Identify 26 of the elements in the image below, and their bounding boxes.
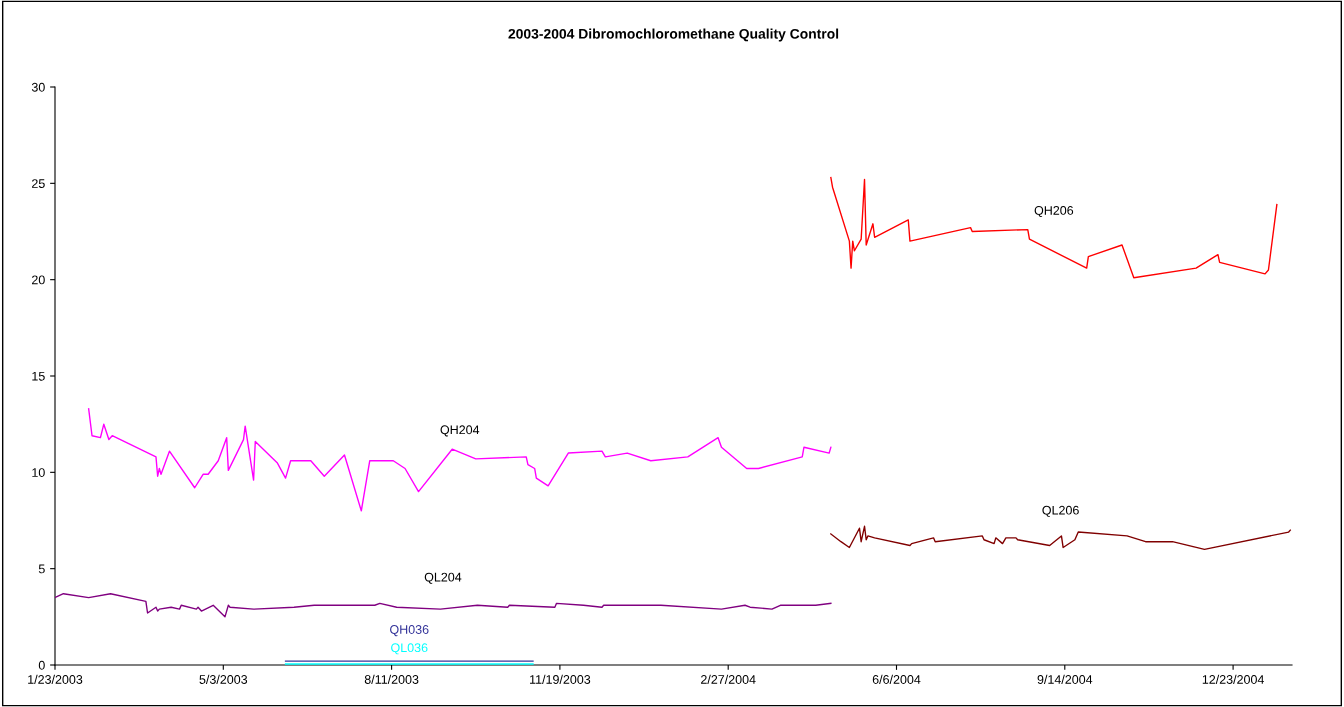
y-tick-label: 5	[38, 564, 45, 574]
y-tick-label: 10	[32, 468, 45, 477]
x-tick-label: 5/3/2003	[199, 674, 248, 684]
series-label: QL036	[391, 643, 428, 655]
line-series	[55, 593, 832, 618]
x-tick-label: 9/14/2004	[1037, 674, 1093, 684]
line-series	[830, 525, 1292, 551]
series-label: QH204	[440, 425, 480, 437]
line-series	[830, 176, 1278, 279]
series-label: QH036	[390, 625, 429, 637]
x-tick-label: 11/19/2003	[530, 674, 591, 684]
x-tick-label: 12/23/2004	[1202, 674, 1265, 684]
series-label: QL204	[424, 572, 462, 584]
y-tick-label: 20	[32, 275, 45, 285]
line-series	[87, 408, 832, 512]
x-tick-label: 2/27/2004	[701, 674, 756, 684]
y-tick-label: 30	[31, 82, 45, 92]
y-tick-label: 15	[32, 371, 45, 381]
x-tick-label: 6/6/2004	[872, 674, 921, 684]
x-tick-label: 8/11/2003	[364, 674, 419, 684]
chart-title: 2003-2004 Dibromochloromethane Quality Control	[508, 28, 839, 42]
y-tick-label: 0	[38, 660, 45, 670]
series-label: QH206	[1034, 206, 1074, 218]
x-tick-label: 1/23/2003	[28, 674, 83, 684]
y-tick-label: 25	[32, 179, 45, 188]
series-label: QL206	[1042, 505, 1079, 517]
